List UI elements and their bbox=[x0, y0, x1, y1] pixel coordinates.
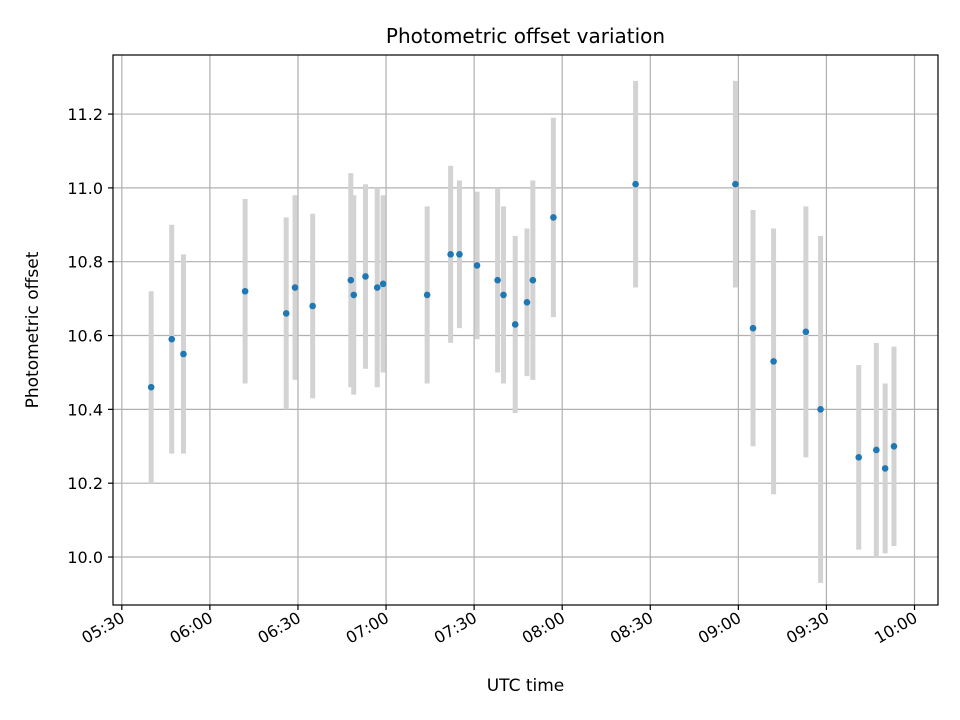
y-axis-title: Photometric offset bbox=[23, 251, 43, 408]
x-tick-label: 05:30 bbox=[78, 608, 127, 648]
data-point bbox=[147, 383, 155, 391]
y-tick-label: 10.2 bbox=[67, 474, 103, 493]
data-point bbox=[282, 310, 290, 317]
data-point bbox=[379, 280, 387, 288]
data-point bbox=[241, 287, 249, 295]
x-tick-label: 07:00 bbox=[343, 608, 392, 648]
x-axis-title: UTC time bbox=[487, 676, 565, 696]
data-point bbox=[350, 291, 358, 299]
y-tick-label: 10.4 bbox=[67, 400, 103, 419]
x-tick-label: 09:30 bbox=[783, 608, 832, 648]
x-tick-label: 08:00 bbox=[519, 608, 568, 648]
data-point bbox=[511, 321, 519, 328]
data-point bbox=[749, 324, 757, 332]
data-points bbox=[147, 180, 898, 472]
y-tick-label: 11.2 bbox=[67, 105, 103, 124]
data-point bbox=[732, 180, 739, 188]
data-point bbox=[180, 350, 187, 358]
data-point bbox=[802, 328, 810, 336]
y-tick-label: 10.6 bbox=[67, 327, 103, 346]
y-tick-label: 10.8 bbox=[67, 253, 103, 272]
data-point bbox=[494, 276, 501, 284]
data-point bbox=[500, 291, 507, 299]
data-point bbox=[632, 180, 639, 188]
y-tick-label: 10.0 bbox=[67, 548, 103, 567]
data-point bbox=[529, 276, 537, 284]
data-point bbox=[362, 273, 369, 280]
x-tick-label: 07:30 bbox=[431, 608, 480, 648]
data-point bbox=[291, 284, 299, 291]
data-point bbox=[423, 291, 431, 299]
y-tick-label: 11.0 bbox=[67, 179, 103, 198]
data-point bbox=[770, 358, 777, 365]
data-point bbox=[473, 262, 481, 269]
data-point bbox=[373, 284, 381, 291]
data-point bbox=[881, 465, 889, 472]
error-bars bbox=[148, 80, 897, 583]
data-point bbox=[523, 299, 531, 306]
x-tick-label: 09:00 bbox=[695, 608, 744, 648]
chart-title: Photometric offset variation bbox=[386, 24, 665, 48]
data-point bbox=[855, 454, 863, 461]
axis-ticks: 05:30 06:00 06:30 07:00 07:30 08:00 08:30 09:00… bbox=[67, 105, 920, 647]
data-point bbox=[456, 251, 463, 258]
data-point bbox=[168, 335, 176, 343]
x-tick-label: 10:00 bbox=[871, 608, 920, 648]
data-point bbox=[873, 446, 880, 454]
data-point bbox=[550, 214, 557, 221]
x-tick-label: 06:30 bbox=[255, 608, 304, 648]
data-point bbox=[447, 251, 454, 258]
data-point bbox=[347, 276, 355, 284]
data-point bbox=[817, 406, 824, 413]
data-point bbox=[890, 442, 898, 450]
x-tick-label: 08:30 bbox=[607, 608, 656, 648]
x-tick-label: 06:00 bbox=[166, 608, 215, 648]
data-point bbox=[309, 302, 316, 310]
plot-frame bbox=[112, 54, 939, 606]
